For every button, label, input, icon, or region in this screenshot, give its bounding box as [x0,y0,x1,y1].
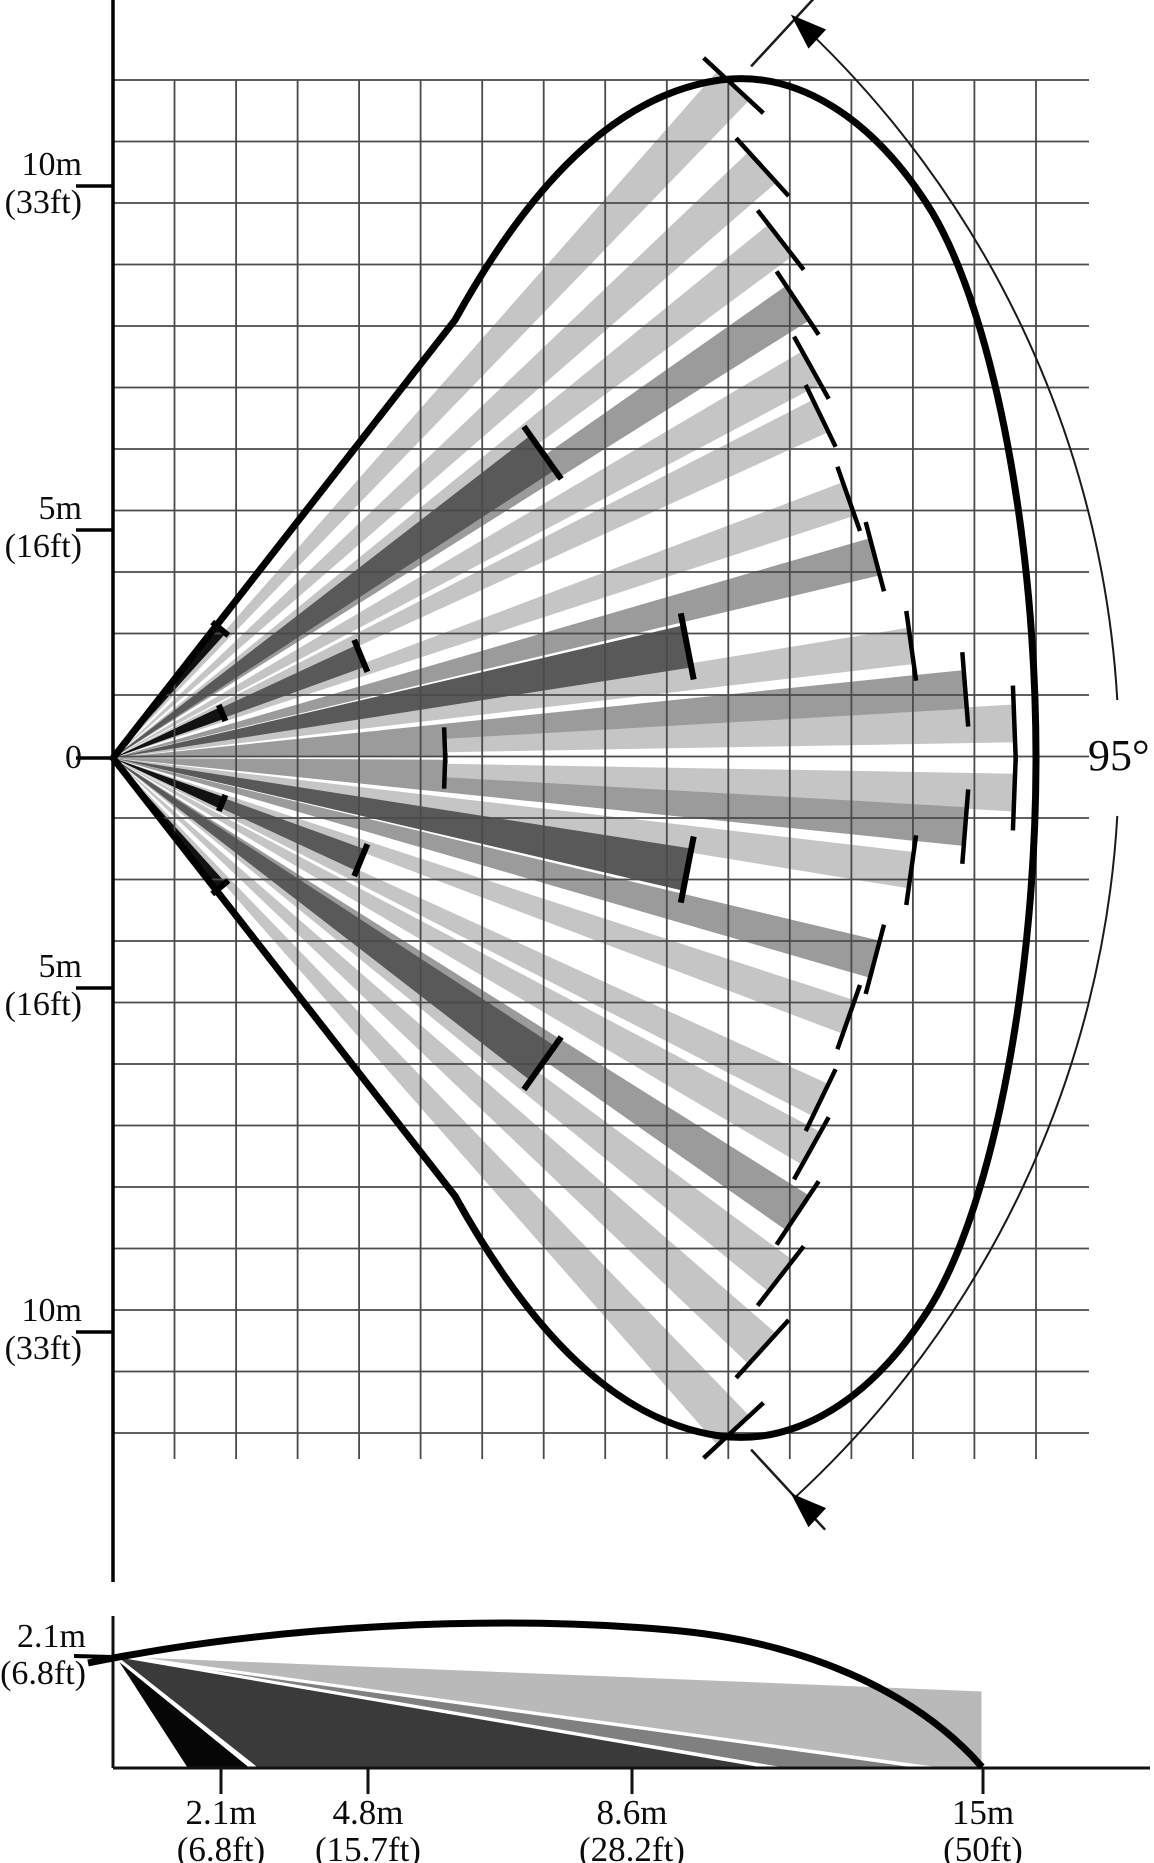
x-axis-tick-label-line2: (6.8ft) [176,1830,266,1863]
top-view-axis [76,0,115,1582]
x-axis-tick-label-line2: (50ft) [943,1830,1023,1863]
x-axis-tick-label: 2.1m (6.8ft) [111,1794,331,1863]
coverage-beam [113,758,225,809]
beam-end-cap [702,1401,765,1460]
coverage-beam [113,152,777,758]
beam-end-cap [441,752,448,789]
beam-end-cap [774,1179,821,1246]
y-axis-tick-label-line1: 10m [21,146,82,183]
beam-end-cap [904,834,919,906]
y-axis-tick-label-line2: (16ft) [4,528,82,565]
beam-end-cap [734,1318,791,1380]
beam-end-cap [835,466,863,532]
x-axis-tick-label: 15m (50ft) [873,1794,1093,1863]
beam-end-cap [792,335,831,400]
beam-end-cap [677,835,697,904]
beam-end-cap [835,984,863,1050]
coverage-beam [113,758,555,1081]
coverage-beam [113,71,750,759]
x-axis-tick-label-line1: 4.8m [332,1793,404,1832]
x-axis-tick-label-line1: 2.1m [185,1793,257,1832]
beam-end-cap [216,793,229,813]
coverage-beam [113,758,445,782]
beam-end-cap [1010,754,1019,831]
beam-end-cap [351,842,371,878]
angle-dimension-arc [794,815,1119,1499]
mount-height-value: 2.1m [17,1618,86,1655]
coverage-beam [113,399,829,758]
beam-end-cap [774,270,821,337]
angle-dimension-arc [794,17,1119,701]
detection-angle-label: 95° [1088,731,1150,780]
y-axis-tick-label-line2: (16ft) [4,986,82,1023]
coverage-beam [113,758,821,1165]
x-axis-tick-label-line2: (28.2ft) [579,1830,685,1863]
beam-end-cap [755,209,806,272]
y-axis-tick-label: 10m (33ft) [0,1292,82,1368]
beam-end-cap [351,638,371,674]
beam-end-cap [521,424,564,481]
coverage-beam [113,707,225,758]
beam-end-cap [755,1244,806,1307]
y-axis-tick-label-line1: 10m [21,1292,82,1329]
coverage-beam [113,670,967,758]
coverage-beam [113,758,967,846]
dimension-arrow-icon [790,1493,827,1528]
beam-end-caps [210,56,1019,1460]
beam-end-cap [960,789,971,864]
coverage-beam [113,734,445,758]
y-axis-tick-label-line1: 5m [38,490,82,527]
coverage-boundary [109,75,1040,1441]
beam-end-cap [702,56,765,115]
x-axis-tick-label-line1: 15m [951,1793,1015,1832]
coverage-beam [113,625,691,758]
y-axis-tick-label: 5m (16ft) [0,490,82,566]
coverage-beam [113,758,793,1292]
coverage-beam [113,758,829,1117]
coverage-beam [113,224,793,758]
beam-end-cap [960,652,971,727]
beam-end-cap [803,1068,838,1132]
coverage-beam [113,351,821,758]
y-axis-tick-label: 5m (16ft) [0,948,82,1024]
coverage-beam [113,758,777,1364]
beam-end-cap [734,136,791,198]
beam-end-cap [216,703,229,723]
beam-end-cap [904,610,919,682]
angle-dimension [750,0,1119,1531]
beam-fan [113,71,1015,1445]
beam-end-cap [792,1116,831,1181]
grid [112,79,1089,1459]
beam-end-cap [677,612,697,681]
y-axis-tick-label: 0 [0,739,82,777]
y-axis-tick-label: 10m (33ft) [0,146,82,222]
side-view [73,1616,1150,1794]
beam-end-cap [803,384,838,448]
coverage-beam [113,435,555,758]
y-axis-tick-label-line1: 0 [65,739,82,776]
coverage-beam [113,538,880,758]
dimension-arrow-icon [790,14,827,49]
beam-end-cap [863,521,887,592]
beam-end-cap [863,924,887,995]
y-axis-tick-label-line2: (33ft) [4,1330,82,1367]
side-coverage-boundary [87,1619,985,1770]
x-axis-tick-label-line2: (15.7ft) [315,1830,421,1863]
coverage-beam [113,758,750,1445]
x-axis-tick-label: 8.6m (28.2ft) [522,1794,742,1863]
x-axis-tick-label-line1: 8.6m [596,1793,668,1832]
y-axis-tick-label-line1: 5m [38,948,82,985]
y-axis-tick-label-line2: (33ft) [4,184,82,221]
mount-height-label: 2.1m (6.8ft) [0,1618,86,1692]
beam-end-cap [521,1035,564,1092]
beam-end-cap [1010,685,1019,762]
coverage-beam [113,758,691,891]
coverage-beam [113,758,880,978]
mount-height-value-ft: (6.8ft) [0,1655,86,1692]
dimension-tick [750,0,815,68]
x-axis-tick-label: 4.8m (15.7ft) [258,1794,478,1863]
